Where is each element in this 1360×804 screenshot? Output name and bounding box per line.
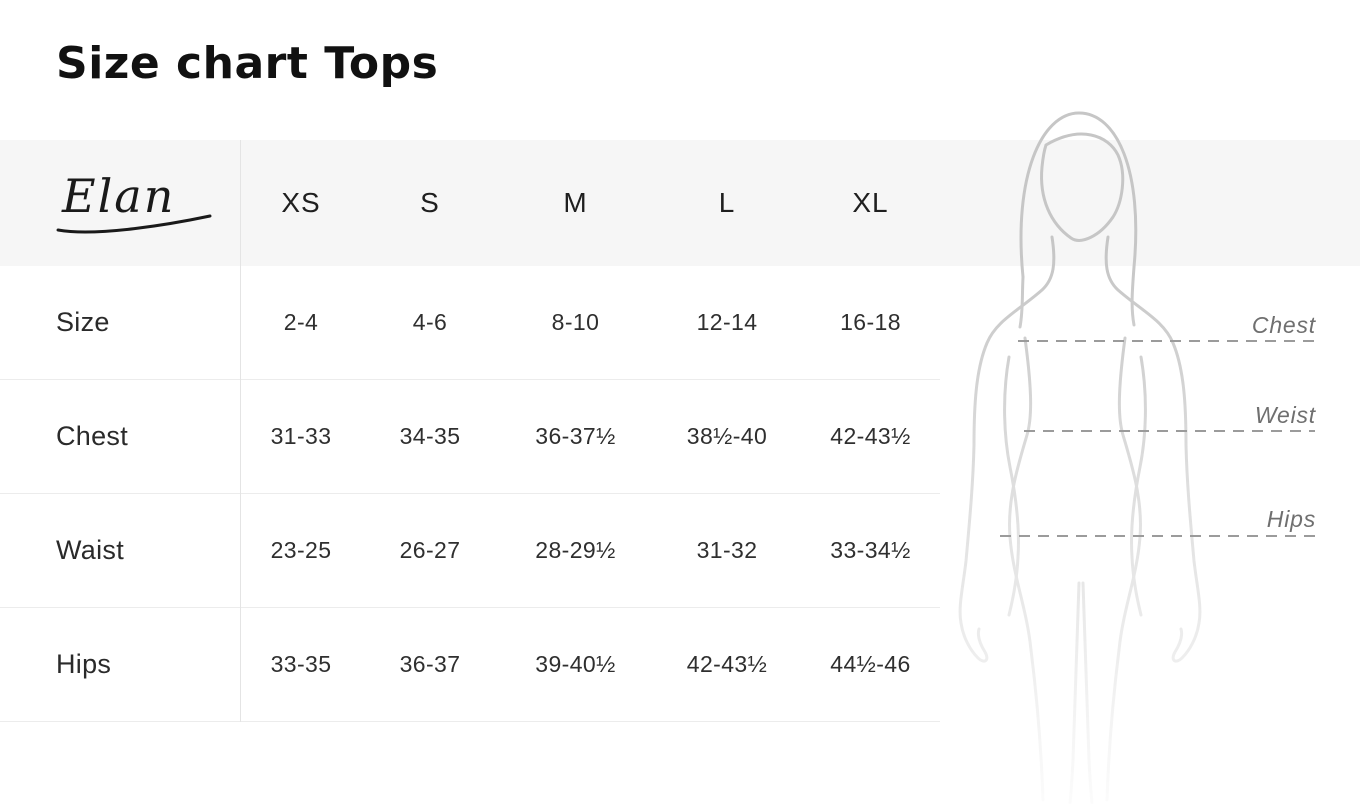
cell-hips-xs: 33-35	[270, 651, 332, 677]
cell-chest-m: 36-37½	[535, 423, 616, 449]
cell-chest-s: 34-35	[399, 423, 461, 449]
table-row-size: Size 2-4 4-6 8-10 12-14 16-18	[0, 266, 940, 380]
figure-waist-label: Weist	[1254, 402, 1316, 428]
cell-size-l: 12-14	[696, 309, 758, 335]
table-header-row: XS S M L XL	[0, 140, 940, 266]
figure-chest-label: Chest	[1251, 312, 1316, 338]
cell-hips-m: 39-40½	[535, 651, 616, 677]
row-label-waist: Waist	[56, 535, 124, 565]
cell-hips-s: 36-37	[399, 651, 461, 677]
cell-waist-xl: 33-34½	[830, 537, 911, 563]
cell-size-s: 4-6	[412, 309, 448, 335]
woman-figure-illustration	[930, 105, 1220, 804]
cell-hips-l: 42-43½	[686, 651, 768, 677]
table-row-waist: Waist 23-25 26-27 28-29½ 31-32 33-34½	[0, 494, 940, 608]
cell-chest-l: 38½-40	[686, 423, 768, 449]
row-label-size: Size	[56, 307, 110, 337]
cell-size-xs: 2-4	[283, 309, 319, 335]
column-header-xl: XL	[852, 187, 889, 218]
column-header-s: S	[420, 187, 440, 218]
column-header-l: L	[718, 187, 736, 218]
row-label-hips: Hips	[56, 649, 112, 679]
table-row-chest: Chest 31-33 34-35 36-37½ 38½-40 42-43½	[0, 380, 940, 494]
table-row-hips: Hips 33-35 36-37 39-40½ 42-43½ 44½-46	[0, 608, 940, 722]
column-header-xs: XS	[281, 187, 321, 218]
cell-waist-xs: 23-25	[270, 537, 332, 563]
cell-chest-xs: 31-33	[270, 423, 332, 449]
cell-waist-l: 31-32	[696, 537, 758, 563]
figure-chest-line	[1018, 340, 1315, 342]
figure-hips-label: Hips	[1266, 506, 1316, 532]
row-label-chest: Chest	[56, 421, 129, 451]
figure-waist-line	[1024, 430, 1315, 432]
cell-size-xl: 16-18	[840, 309, 901, 335]
cell-hips-xl: 44½-46	[830, 651, 911, 677]
size-chart-table: XS S M L XL Size 2-4 4-6 8-10 12-14 16-1…	[0, 140, 940, 722]
column-header-m: M	[563, 187, 588, 218]
cell-waist-s: 26-27	[399, 537, 461, 563]
cell-size-m: 8-10	[551, 309, 600, 335]
cell-waist-m: 28-29½	[535, 537, 616, 563]
brand-logo-text: Elan	[61, 169, 175, 223]
brand-logo: Elan	[56, 169, 212, 234]
cell-chest-xl: 42-43½	[830, 423, 911, 449]
figure-hips-line	[1000, 535, 1315, 537]
table-column-divider	[240, 140, 241, 722]
page-title: Size chart Tops	[56, 38, 439, 89]
